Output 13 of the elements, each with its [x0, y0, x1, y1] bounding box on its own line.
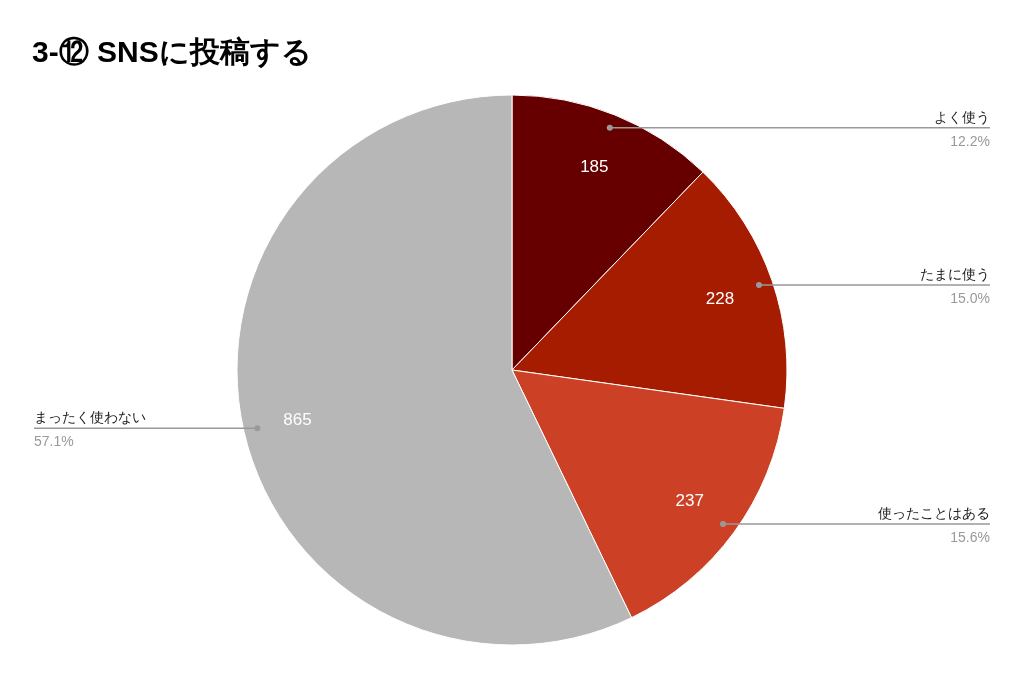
text: 185 — [580, 156, 609, 176]
data-label: 15.0% — [950, 289, 990, 306]
data-label: 12.2% — [950, 132, 990, 149]
data-label: 15.6% — [950, 529, 990, 546]
text: 228 — [705, 289, 735, 309]
slice-label: たまに使う — [920, 265, 990, 282]
chart-title: 3-⑫ SNSに投稿する — [32, 35, 312, 69]
slice-label: 使ったことはある — [878, 505, 990, 522]
slice-label: まったく使わない — [34, 409, 146, 426]
data-label: 57.1% — [34, 433, 74, 450]
text: 865 — [283, 410, 312, 430]
text: 237 — [675, 490, 704, 510]
slice-label: よく使う — [934, 108, 990, 125]
